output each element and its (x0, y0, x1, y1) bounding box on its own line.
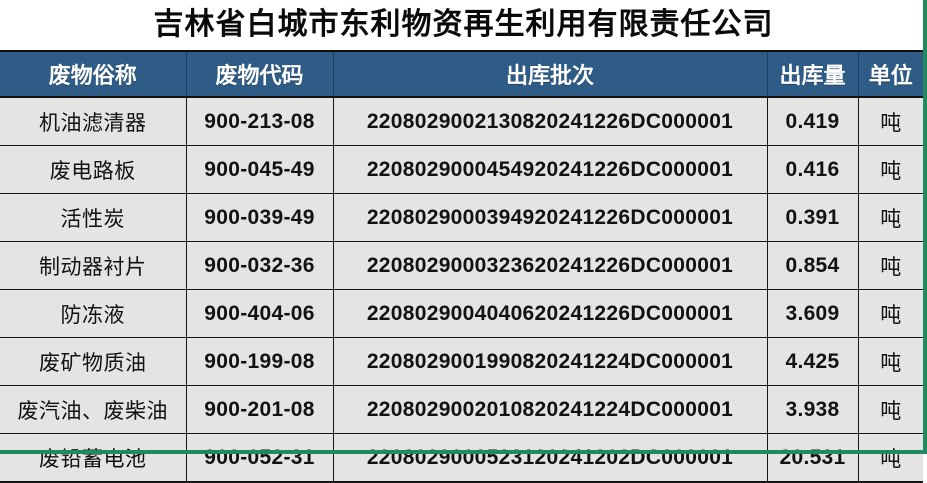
cell-waste-code: 900-201-08 (185, 385, 334, 434)
cell-quantity: 0.419 (766, 97, 859, 146)
cell-batch: 2208029000323620241226DC000001 (332, 241, 768, 290)
cell-unit: 吨 (857, 241, 923, 290)
column-header-waste-name: 废物俗称 (0, 50, 187, 98)
cell-waste-code: 900-213-08 (185, 97, 334, 146)
cell-waste-name: 防冻液 (0, 289, 187, 338)
table-row: 废矿物质油 900-199-08 2208029001990820241224DC0… (0, 337, 923, 386)
table-row: 活性炭 900-039-49 2208029000394920241226DC000… (0, 193, 923, 242)
cell-waste-name: 制动器衬片 (0, 241, 187, 290)
cell-quantity: 0.854 (766, 241, 859, 290)
cell-waste-code: 900-032-36 (185, 241, 334, 290)
table-body: 机油滤清器 900-213-08 2208029002130820241226DC0… (0, 97, 923, 483)
table-row: 防冻液 900-404-06 2208029004040620241226DC000… (0, 289, 923, 338)
cell-quantity: 3.938 (766, 385, 859, 434)
cell-waste-name: 废矿物质油 (0, 337, 187, 386)
cell-unit: 吨 (857, 337, 923, 386)
table-row: 废汽油、废柴油 900-201-08 2208029002010820241224D… (0, 385, 923, 434)
table-row: 制动器衬片 900-032-36 2208029000323620241226DC0… (0, 241, 923, 290)
cell-batch: 2208029002010820241224DC000001 (332, 385, 768, 434)
cell-waste-code: 900-404-06 (185, 289, 334, 338)
column-header-batch: 出库批次 (332, 50, 768, 98)
cell-batch: 2208029001990820241224DC000001 (332, 337, 768, 386)
cell-waste-name: 废铅蓄电池 (0, 433, 187, 483)
cell-unit: 吨 (857, 145, 923, 194)
cell-batch: 2208029004040620241226DC000001 (332, 289, 768, 338)
table-row: 废电路板 900-045-49 2208029000454920241226DC00… (0, 145, 923, 194)
cell-waste-code: 900-039-49 (185, 193, 334, 242)
table-row: 废铅蓄电池 900-052-31 2208029000523120241202DC0… (0, 433, 923, 483)
table-header: 废物俗称 废物代码 出库批次 出库量 单位 (0, 50, 923, 98)
cell-waste-name: 机油滤清器 (0, 97, 187, 146)
cell-unit: 吨 (857, 97, 923, 146)
cell-quantity: 0.391 (766, 193, 859, 242)
cell-unit: 吨 (857, 193, 923, 242)
column-header-quantity: 出库量 (766, 50, 859, 98)
cell-waste-code: 900-052-31 (185, 433, 334, 483)
cell-waste-name: 废电路板 (0, 145, 187, 194)
cell-waste-code: 900-199-08 (185, 337, 334, 386)
cell-quantity: 0.416 (766, 145, 859, 194)
cell-quantity: 20.531 (766, 433, 859, 483)
cell-batch: 2208029000394920241226DC000001 (332, 193, 768, 242)
column-header-waste-code: 废物代码 (185, 50, 334, 98)
cell-quantity: 4.425 (766, 337, 859, 386)
cell-batch: 2208029000523120241202DC000001 (332, 433, 768, 483)
cell-unit: 吨 (857, 433, 923, 483)
cell-batch: 2208029002130820241226DC000001 (332, 97, 768, 146)
waste-outbound-table: 废物俗称 废物代码 出库批次 出库量 单位 机油滤清器 900-213-08 220… (0, 50, 923, 483)
table-row: 机油滤清器 900-213-08 2208029002130820241226DC0… (0, 97, 923, 146)
table-header-row: 废物俗称 废物代码 出库批次 出库量 单位 (0, 50, 923, 98)
cell-unit: 吨 (857, 385, 923, 434)
column-header-unit: 单位 (857, 50, 923, 98)
cell-unit: 吨 (857, 289, 923, 338)
cell-waste-code: 900-045-49 (185, 145, 334, 194)
cell-waste-name: 废汽油、废柴油 (0, 385, 187, 434)
cell-batch: 2208029000454920241226DC000001 (332, 145, 768, 194)
page-title: 吉林省白城市东利物资再生利用有限责任公司 (0, 0, 927, 50)
cell-quantity: 3.609 (766, 289, 859, 338)
cell-waste-name: 活性炭 (0, 193, 187, 242)
